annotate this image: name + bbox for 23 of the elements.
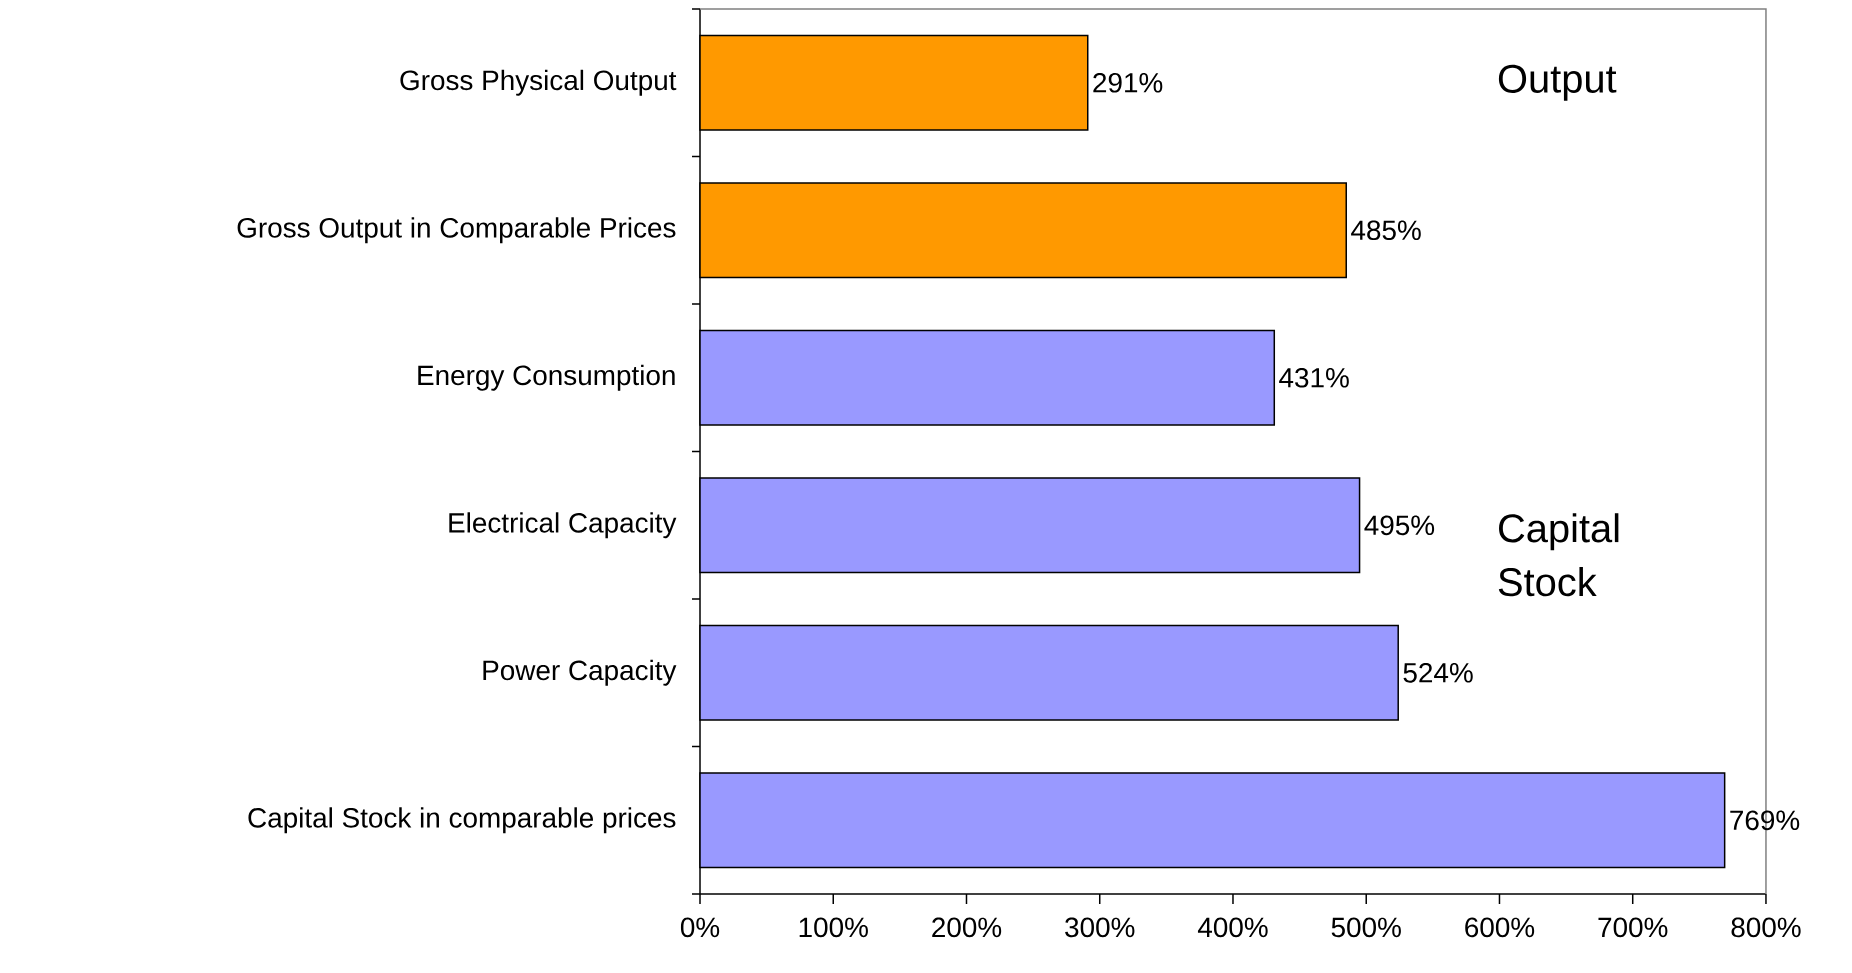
x-tick-label: 700% bbox=[1598, 917, 1668, 938]
x-tick-label: 100% bbox=[799, 917, 868, 938]
y-tick-label: Gross Output in Comparable Prices bbox=[237, 217, 676, 244]
y-tick-label: Energy Consumption bbox=[418, 364, 675, 391]
y-tick-label: Power Capacity bbox=[483, 659, 677, 686]
annotation: Output bbox=[1498, 64, 1617, 101]
x-tick-label: 600% bbox=[1465, 917, 1535, 938]
data-label: 431% bbox=[1279, 367, 1349, 388]
x-tick-label: 0% bbox=[680, 917, 720, 938]
x-tick-label: 300% bbox=[1065, 917, 1135, 938]
x-tick-label: 800% bbox=[1731, 917, 1801, 938]
x-tick-label: 500% bbox=[1331, 917, 1401, 938]
y-tick-label: Gross Physical Output bbox=[400, 69, 677, 96]
annotation: Capital Stock bbox=[1498, 513, 1619, 597]
data-label: 769% bbox=[1730, 810, 1800, 831]
y-tick-label: Capital Stock in comparable prices bbox=[248, 807, 676, 834]
x-tick-label: 400% bbox=[1197, 917, 1268, 938]
y-tick-label: Electrical Capacity bbox=[449, 512, 677, 539]
data-label: 524% bbox=[1403, 662, 1473, 683]
data-label: 291% bbox=[1093, 72, 1163, 93]
data-label: 485% bbox=[1351, 220, 1421, 241]
data-label: 495% bbox=[1364, 515, 1435, 536]
x-tick-label: 200% bbox=[932, 917, 1002, 938]
